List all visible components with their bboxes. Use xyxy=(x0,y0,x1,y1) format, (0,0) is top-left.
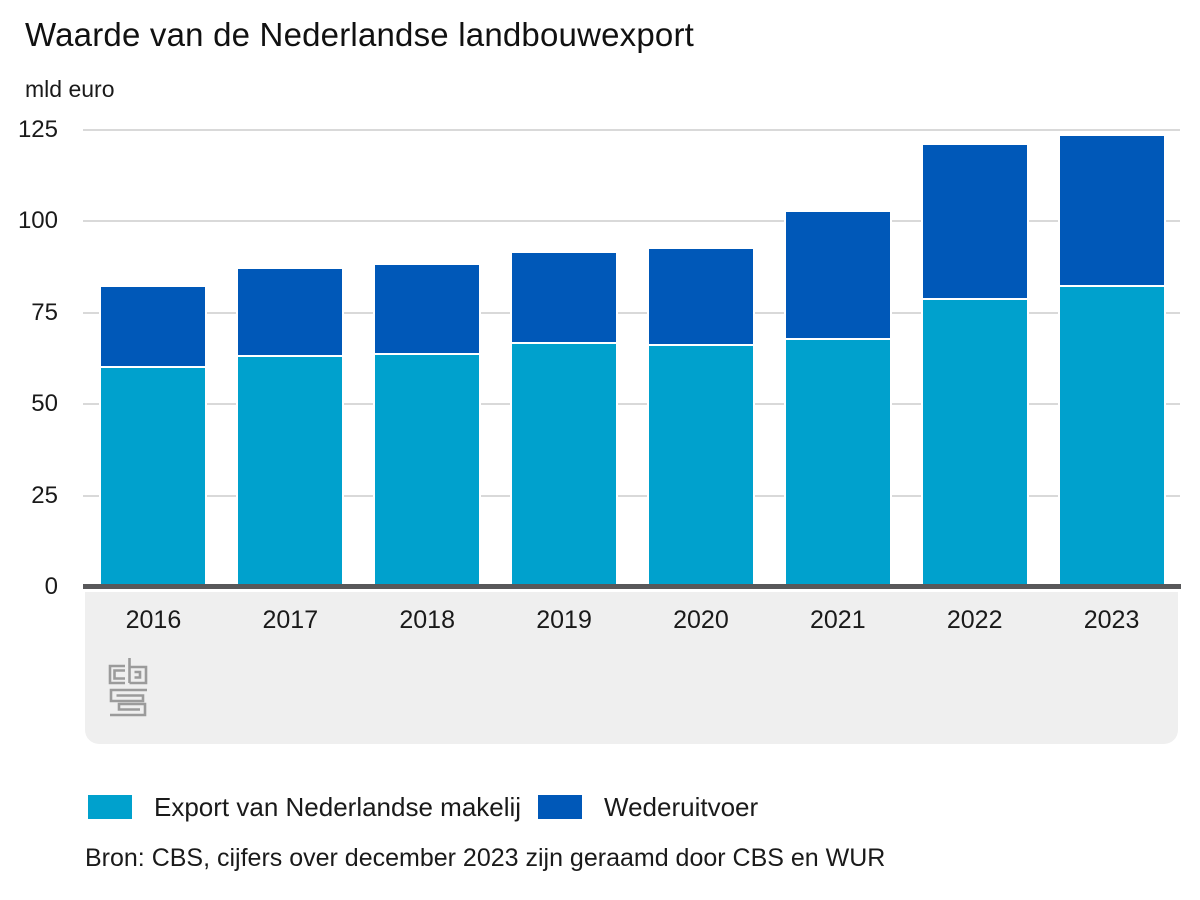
gridline xyxy=(83,403,1180,406)
y-tick-label: 125 xyxy=(17,116,58,143)
bar-segment-wederuitvoer[interactable] xyxy=(375,265,480,355)
source-note: Bron: CBS, cijfers over december 2023 zi… xyxy=(85,844,886,872)
gridline xyxy=(83,220,1180,223)
bar-2017[interactable] xyxy=(238,268,343,587)
legend-swatch-wederuitvoer xyxy=(538,795,582,819)
y-tick-label: 25 xyxy=(31,481,58,509)
y-tick-label: 100 xyxy=(17,207,58,235)
bar-2019[interactable] xyxy=(512,252,617,587)
bar-2018[interactable] xyxy=(375,265,480,587)
x-tick-label: 2022 xyxy=(946,606,1003,634)
gridline xyxy=(83,311,1180,314)
bar-segment-wederuitvoer[interactable] xyxy=(922,144,1027,301)
x-tick-label: 2019 xyxy=(536,606,592,634)
x-tick-label: 2020 xyxy=(673,606,729,634)
y-tick-label: 50 xyxy=(31,390,58,418)
bar-segment-wederuitvoer[interactable] xyxy=(648,248,753,346)
bar-2023[interactable] xyxy=(1059,135,1164,587)
y-tick-label: 75 xyxy=(31,298,58,326)
bar-segment-wederuitvoer[interactable] xyxy=(101,287,206,368)
bar-segment-wederuitvoer[interactable] xyxy=(238,268,343,357)
bar-2020[interactable] xyxy=(648,248,753,587)
gridline xyxy=(83,494,1180,497)
x-tick-label: 2016 xyxy=(125,606,182,634)
bar-2021[interactable] xyxy=(785,212,890,587)
cbs-logo-icon xyxy=(108,658,148,717)
x-tick-label: 2017 xyxy=(262,606,319,634)
legend-swatch-makelij xyxy=(88,795,132,819)
bar-segment-makelij[interactable] xyxy=(238,356,343,587)
legend-item-makelij[interactable]: Export van Nederlandse makelij xyxy=(88,791,521,823)
legend-label-wederuitvoer: Wederuitvoer xyxy=(604,791,759,822)
bar-segment-wederuitvoer[interactable] xyxy=(785,212,890,341)
y-axis: 0 25 50 75 100 125 xyxy=(0,116,58,600)
bar-2016[interactable] xyxy=(101,287,206,587)
bar-segment-wederuitvoer[interactable] xyxy=(512,252,617,344)
chart-title: Waarde van de Nederlandse landbouwexport xyxy=(25,16,695,53)
bar-2022[interactable] xyxy=(922,144,1027,587)
bar-segment-wederuitvoer[interactable] xyxy=(1059,135,1164,288)
bar-segment-makelij[interactable] xyxy=(922,300,1027,587)
x-tick-label: 2021 xyxy=(810,606,866,634)
x-axis-band: 2016 2017 2018 2019 2020 2021 2022 2023 xyxy=(85,592,1178,744)
x-tick-label: 2018 xyxy=(399,606,455,634)
bar-segment-makelij[interactable] xyxy=(512,343,617,587)
plot-area xyxy=(83,129,1181,589)
legend-item-wederuitvoer[interactable]: Wederuitvoer xyxy=(538,791,758,823)
bar-segment-makelij[interactable] xyxy=(101,367,206,587)
legend-label-makelij: Export van Nederlandse makelij xyxy=(154,791,522,822)
x-axis-line xyxy=(83,584,1181,589)
x-tick-label: 2023 xyxy=(1083,606,1140,634)
bar-segment-makelij[interactable] xyxy=(375,354,480,587)
bar-segment-makelij[interactable] xyxy=(785,340,890,587)
bar-segment-makelij[interactable] xyxy=(1059,287,1164,587)
chart-unit-label: mld euro xyxy=(25,76,115,102)
y-tick-label: 0 xyxy=(44,573,58,600)
bar-segment-makelij[interactable] xyxy=(648,345,753,587)
gridline xyxy=(83,129,1180,131)
